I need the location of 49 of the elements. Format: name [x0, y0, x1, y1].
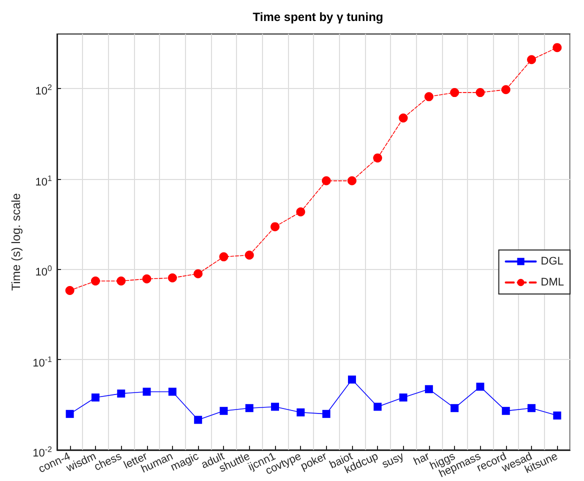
y-tick-label: 10$^{0}$	[35, 263, 52, 281]
point	[142, 274, 152, 284]
point	[424, 92, 434, 102]
point	[220, 406, 228, 415]
point	[244, 250, 254, 260]
point	[527, 55, 536, 64]
point	[553, 412, 562, 420]
point	[399, 393, 408, 402]
point	[271, 402, 280, 411]
point	[66, 410, 74, 418]
point	[476, 88, 485, 98]
point	[270, 222, 280, 232]
point	[322, 176, 331, 186]
point	[552, 43, 562, 52]
point	[502, 406, 510, 415]
point	[91, 393, 100, 402]
y-tick-label: 10$^{-1}$	[32, 354, 52, 372]
point	[348, 376, 356, 384]
point	[476, 382, 484, 391]
chart-title: Time spent by γ tuning	[252, 10, 384, 24]
point	[142, 388, 151, 396]
point	[398, 114, 408, 123]
point	[373, 153, 382, 162]
point	[65, 286, 74, 296]
point	[424, 385, 433, 394]
point	[501, 85, 510, 94]
point	[347, 176, 356, 186]
point	[117, 390, 126, 398]
legend-label: DGL	[540, 256, 564, 268]
y-tick-label: 10$^{2}$	[35, 82, 52, 100]
point	[245, 404, 254, 412]
x-tick-label: susy	[380, 450, 406, 471]
point	[296, 207, 306, 216]
point	[194, 416, 202, 424]
y-tick-label: 10$^{1}$	[35, 172, 52, 190]
point	[374, 402, 382, 411]
point	[90, 276, 100, 286]
point	[528, 404, 536, 412]
point	[450, 88, 460, 98]
point	[194, 269, 203, 278]
point	[450, 404, 459, 412]
point	[296, 408, 305, 416]
point	[116, 276, 126, 286]
point	[168, 388, 176, 396]
y-axis-title: Time (s) log. scale	[9, 192, 23, 291]
point	[322, 410, 330, 418]
point	[168, 273, 177, 282]
point	[219, 252, 228, 262]
legend-label: DML	[540, 276, 564, 288]
